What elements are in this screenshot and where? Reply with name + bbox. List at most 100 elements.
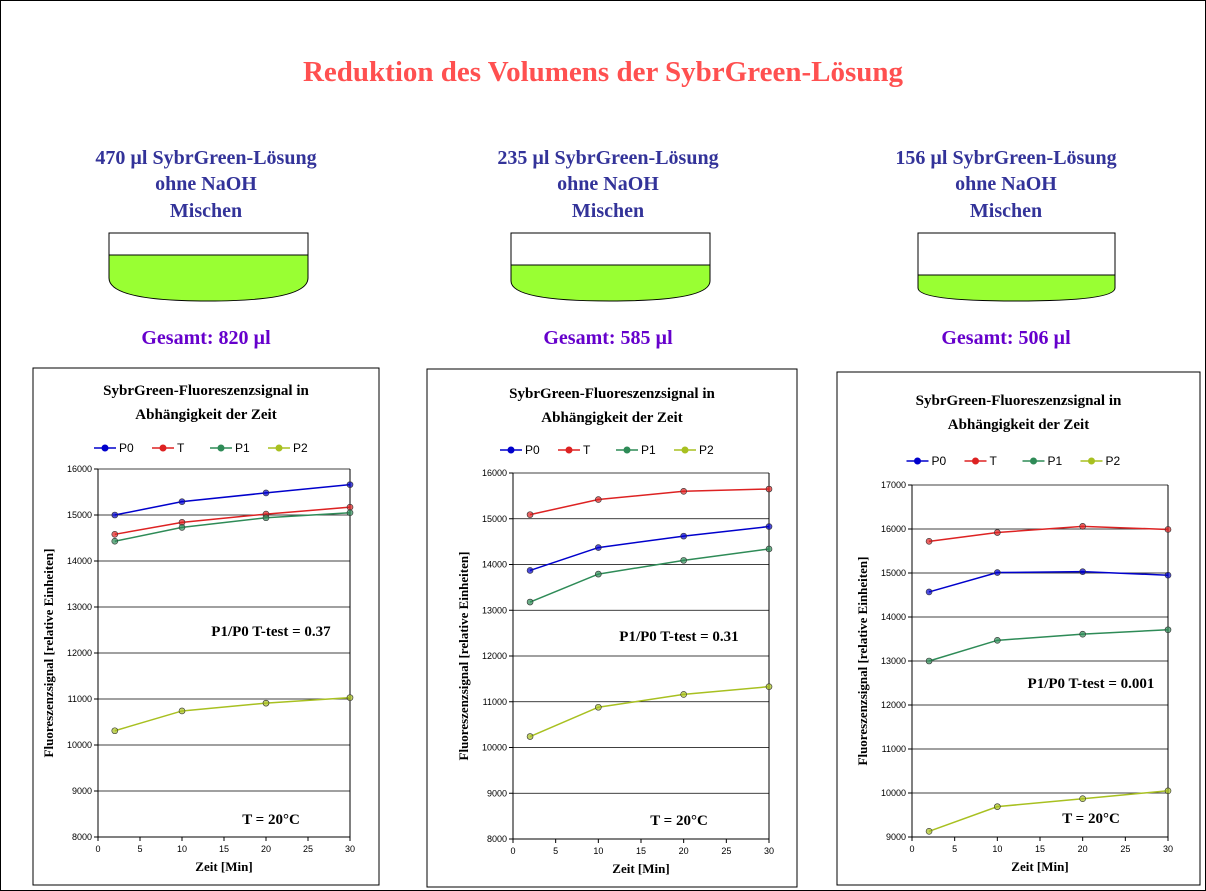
x-tick-label: 15 (636, 846, 646, 856)
slide-title: Reduktion des Volumens der SybrGreen-Lös… (303, 56, 904, 88)
x-tick-label: 15 (1035, 844, 1045, 854)
y-tick-label: 15000 (482, 514, 507, 524)
x-tick-label: 5 (553, 846, 558, 856)
data-point (926, 538, 932, 544)
data-point (1165, 788, 1171, 794)
legend-label: T (990, 454, 998, 468)
data-point (112, 512, 118, 518)
legend-label: P2 (293, 441, 308, 455)
x-axis-label: Zeit [Min] (195, 859, 252, 874)
x-tick-label: 30 (1163, 844, 1173, 854)
x-tick-label: 25 (303, 844, 313, 854)
data-point (994, 804, 1000, 810)
x-tick-label: 20 (679, 846, 689, 856)
annotation: P1/P0 T-test = 0.001 (1028, 676, 1155, 692)
x-tick-label: 10 (177, 844, 187, 854)
legend-label: P0 (525, 443, 540, 457)
y-tick-label: 9000 (886, 832, 906, 842)
y-tick-label: 11000 (483, 697, 507, 707)
x-tick-label: 0 (909, 844, 914, 854)
legend-marker (624, 447, 630, 453)
data-point (347, 504, 353, 510)
panel-label: Mischen (572, 200, 644, 222)
data-point (527, 567, 533, 573)
annotation: P1/P0 T-test = 0.37 (211, 624, 331, 640)
y-tick-label: 12000 (881, 700, 906, 710)
chart-title: SybrGreen-Fluoreszenzsignal in Abhängigk… (66, 379, 346, 427)
data-point (112, 538, 118, 544)
legend-marker (1089, 458, 1095, 464)
panel-total: Gesamt: 820 µl (141, 327, 271, 349)
data-point (1080, 523, 1086, 529)
legend-marker (973, 458, 979, 464)
panel-label: 470 µl SybrGreen-Lösung (95, 147, 316, 169)
x-tick-label: 0 (510, 846, 515, 856)
data-point (1165, 627, 1171, 633)
chart-frame (427, 369, 797, 887)
data-point (527, 512, 533, 518)
data-point (347, 510, 353, 516)
x-axis-label: Zeit [Min] (1011, 859, 1068, 874)
y-tick-label: 9000 (487, 788, 507, 798)
data-point (179, 708, 185, 714)
legend-label: P1 (235, 441, 250, 455)
chart-title: SybrGreen-Fluoreszenzsignal in Abhängigk… (472, 382, 752, 430)
data-point (347, 482, 353, 488)
x-tick-label: 20 (1078, 844, 1088, 854)
y-tick-label: 14000 (881, 612, 906, 622)
x-tick-label: 15 (219, 844, 229, 854)
data-point (681, 533, 687, 539)
data-point (681, 557, 687, 563)
y-tick-label: 12000 (482, 651, 507, 661)
beaker (109, 233, 308, 301)
y-axis-label: Fluoreszenzsignal [relative Einheiten] (41, 549, 56, 758)
legend-label: P1 (1048, 454, 1063, 468)
y-tick-label: 13000 (881, 656, 906, 666)
beaker (918, 233, 1115, 301)
data-point (112, 531, 118, 537)
y-tick-label: 10000 (482, 743, 507, 753)
panel-label: Mischen (170, 200, 242, 222)
y-axis-label: Fluoreszenzsignal [relative Einheiten] (855, 557, 870, 766)
legend-marker (566, 447, 572, 453)
legend-label: P2 (699, 443, 714, 457)
data-point (263, 515, 269, 521)
chart-frame (837, 372, 1200, 885)
data-point (112, 728, 118, 734)
data-point (595, 704, 601, 710)
legend-label: T (177, 441, 185, 455)
slide: Reduktion des Volumens der SybrGreen-Lös… (0, 0, 1206, 891)
data-point (179, 524, 185, 530)
x-tick-label: 5 (137, 844, 142, 854)
data-point (527, 599, 533, 605)
data-point (766, 486, 772, 492)
x-tick-label: 25 (721, 846, 731, 856)
canvas: Reduktion des Volumens der SybrGreen-Lös… (1, 1, 1205, 890)
legend-label: P1 (641, 443, 656, 457)
data-point (595, 571, 601, 577)
legend-label: P0 (119, 441, 134, 455)
data-point (994, 637, 1000, 643)
x-tick-label: 25 (1120, 844, 1130, 854)
data-point (766, 684, 772, 690)
y-tick-label: 8000 (487, 834, 507, 844)
legend-marker (218, 445, 224, 451)
y-tick-label: 11000 (68, 694, 92, 704)
data-point (926, 828, 932, 834)
legend-label: T (583, 443, 591, 457)
data-point (994, 530, 1000, 536)
legend-marker (682, 447, 688, 453)
y-tick-label: 15000 (67, 510, 92, 520)
beaker (511, 233, 710, 301)
legend-label: P2 (1106, 454, 1121, 468)
data-point (595, 497, 601, 503)
y-tick-label: 8000 (72, 832, 92, 842)
data-point (766, 546, 772, 552)
data-point (1080, 631, 1086, 637)
data-point (1165, 526, 1171, 532)
panel-total: Gesamt: 585 µl (543, 327, 673, 349)
y-tick-label: 14000 (67, 556, 92, 566)
y-tick-label: 14000 (482, 560, 507, 570)
annotation: T = 20°C (1062, 811, 1120, 827)
data-point (1080, 796, 1086, 802)
